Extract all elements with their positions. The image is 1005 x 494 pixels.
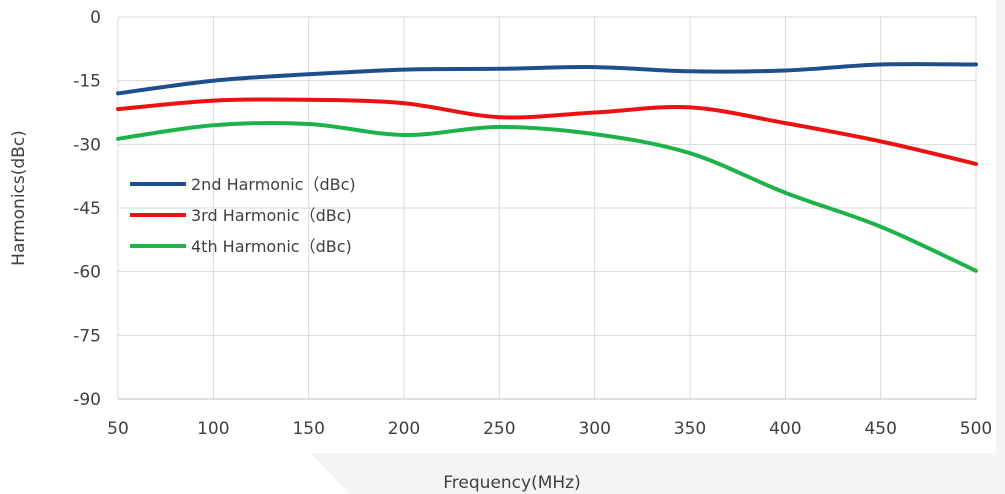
y-tick-label: -15 bbox=[73, 72, 101, 92]
x-tick-label: 450 bbox=[864, 419, 896, 439]
legend-item-4th-harmonic: 4th Harmonic（dBc) bbox=[130, 237, 352, 256]
y-tick-label: -75 bbox=[73, 326, 101, 346]
x-tick-label: 200 bbox=[388, 419, 420, 439]
x-tick-label: 300 bbox=[578, 419, 610, 439]
footer-shadow bbox=[310, 453, 1005, 494]
series-2nd-harmonic-line bbox=[116, 62, 978, 96]
x-tick-label: 500 bbox=[960, 419, 992, 439]
y-tick-label: -60 bbox=[73, 263, 101, 283]
legend-label: 4th Harmonic（dBc) bbox=[191, 237, 352, 256]
x-tick-label: 100 bbox=[197, 419, 229, 439]
x-tick-label: 50 bbox=[107, 419, 129, 439]
x-axis-title: Frequency(MHz) bbox=[443, 473, 580, 493]
x-axis-ticks: 50 100 150 200 250 300 350 400 450 500 bbox=[107, 419, 992, 439]
series-3rd-harmonic-line bbox=[116, 97, 978, 166]
legend: 2nd Harmonic（dBc) 3rd Harmonic（dBc) 4th Ha… bbox=[130, 175, 356, 256]
legend-label: 3rd Harmonic（dBc) bbox=[191, 206, 352, 225]
x-tick-label: 350 bbox=[674, 419, 706, 439]
legend-label: 2nd Harmonic（dBc) bbox=[191, 175, 356, 194]
x-tick-label: 400 bbox=[769, 419, 801, 439]
y-tick-label: -45 bbox=[73, 199, 101, 219]
x-tick-label: 250 bbox=[483, 419, 515, 439]
y-tick-label: -30 bbox=[73, 135, 101, 155]
series-4th-harmonic-line bbox=[116, 120, 978, 273]
y-tick-label: -90 bbox=[73, 390, 101, 410]
y-axis-title: Harmonics(dBc) bbox=[9, 130, 29, 266]
right-edge-shadow bbox=[996, 0, 1005, 494]
grid-lines bbox=[117, 16, 977, 400]
legend-item-3rd-harmonic: 3rd Harmonic（dBc) bbox=[130, 206, 352, 225]
x-tick-label: 150 bbox=[292, 419, 324, 439]
series-lines bbox=[116, 62, 978, 273]
y-axis-ticks: 0 -15 -30 -45 -60 -75 -90 bbox=[73, 8, 101, 410]
legend-item-2nd-harmonic: 2nd Harmonic（dBc) bbox=[130, 175, 356, 194]
y-tick-label: 0 bbox=[90, 8, 101, 28]
